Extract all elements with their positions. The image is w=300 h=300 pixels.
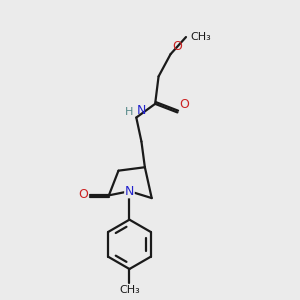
Text: O: O: [78, 188, 88, 201]
Text: H: H: [125, 107, 134, 117]
Text: N: N: [136, 104, 146, 117]
Text: O: O: [172, 40, 182, 53]
Text: CH₃: CH₃: [190, 32, 211, 42]
Text: O: O: [179, 98, 189, 111]
Text: N: N: [125, 185, 134, 198]
Text: CH₃: CH₃: [119, 286, 140, 296]
